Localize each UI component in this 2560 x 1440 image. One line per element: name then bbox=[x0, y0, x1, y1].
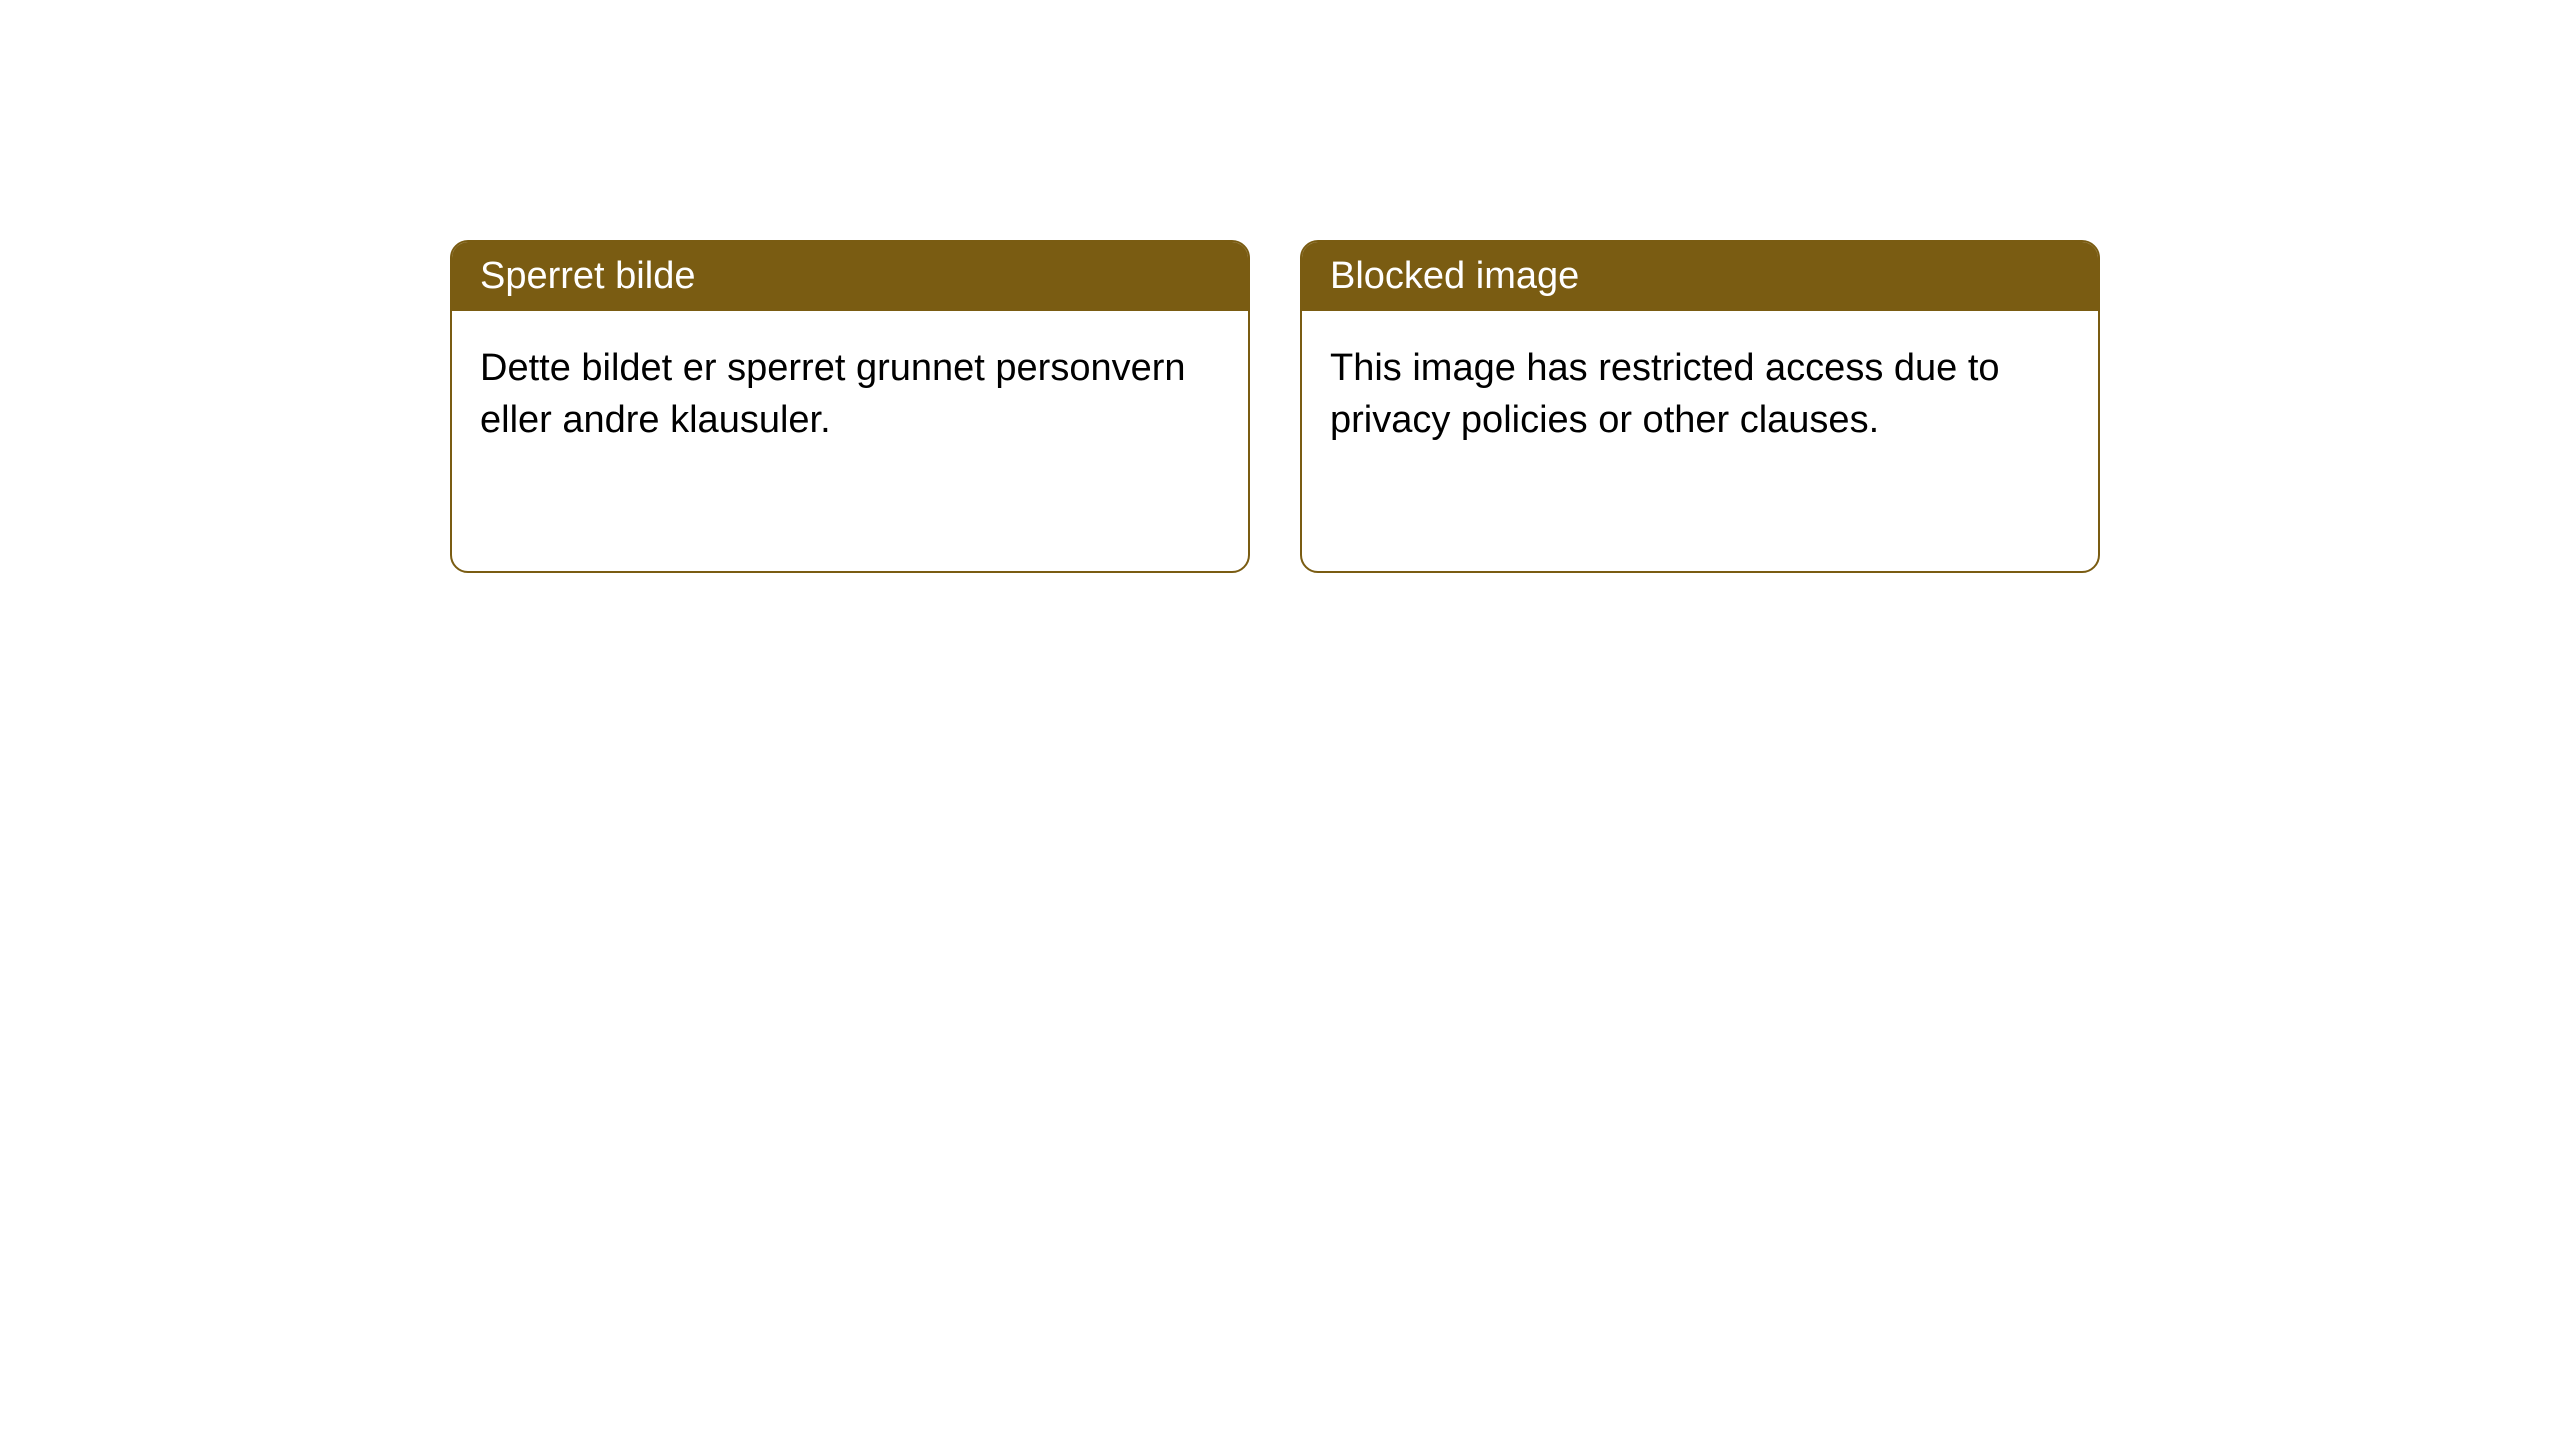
notice-cards-container: Sperret bilde Dette bildet er sperret gr… bbox=[0, 0, 2560, 573]
blocked-image-card-no: Sperret bilde Dette bildet er sperret gr… bbox=[450, 240, 1250, 573]
card-body-en: This image has restricted access due to … bbox=[1302, 311, 2098, 478]
card-title-no: Sperret bilde bbox=[452, 242, 1248, 311]
blocked-image-card-en: Blocked image This image has restricted … bbox=[1300, 240, 2100, 573]
card-body-no: Dette bildet er sperret grunnet personve… bbox=[452, 311, 1248, 478]
card-title-en: Blocked image bbox=[1302, 242, 2098, 311]
